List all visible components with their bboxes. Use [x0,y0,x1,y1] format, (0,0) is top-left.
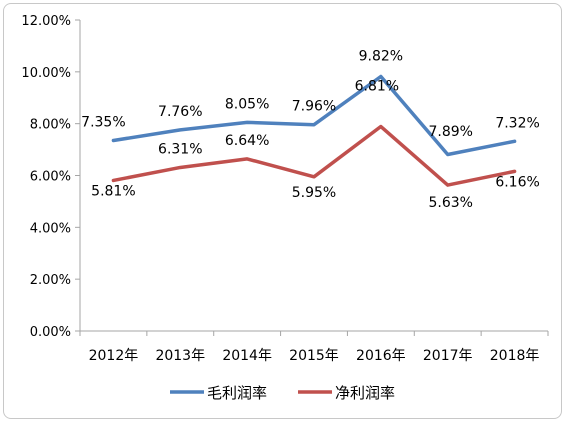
data-label: 5.95% [292,185,336,201]
y-tick-label: 8.00% [30,118,71,133]
data-label: 7.89% [428,124,472,140]
data-label: 7.35% [81,115,125,131]
x-tick-label: 2012年 [89,348,139,364]
data-label: 7.32% [495,115,539,131]
x-tick-label: 2014年 [222,348,272,364]
x-tick-label: 2016年 [356,348,406,364]
data-label: 5.81% [91,183,135,199]
x-tick-label: 2015年 [289,348,339,364]
y-axis-ticks: 0.00% 2.00% 4.00% 6.00% 8.00% 10.00% 12.00% [21,14,80,340]
legend: 毛利润率 净利润率 [170,384,395,402]
data-label: 7.96% [292,99,336,115]
y-tick-label: 6.00% [30,170,71,185]
legend-label: 毛利润率 [207,384,267,402]
data-label: 8.05% [225,96,269,112]
x-tick-label: 2017年 [423,348,473,364]
data-label: 5.63% [428,195,472,211]
y-tick-label: 4.00% [30,221,71,236]
y-tick-label: 12.00% [21,14,71,29]
chart-frame [3,3,562,419]
data-label: 6.64% [225,133,269,149]
series-line [111,74,517,157]
data-label: 6.16% [495,174,539,190]
legend-label: 净利润率 [335,384,395,402]
data-label: 9.82% [359,48,403,64]
data-label: 6.31% [158,141,202,157]
data-label: 6.81% [355,79,399,95]
y-tick-label: 0.00% [30,325,71,340]
x-tick-label: 2018年 [490,348,540,364]
y-tick-label: 2.00% [30,273,71,288]
series-lines [111,74,517,187]
y-tick-label: 10.00% [21,66,71,81]
series-line [111,124,517,187]
data-label: 7.76% [158,104,202,120]
x-tick-label: 2013年 [155,348,205,364]
x-axis-ticks: 2012年 2013年 2014年 2015年 2016年 2017年 2018年 [79,331,549,364]
data-labels: 7.35% 7.76% 8.05% 7.96% 9.82% 7.89% 7.32% 5.81%… [81,48,540,211]
